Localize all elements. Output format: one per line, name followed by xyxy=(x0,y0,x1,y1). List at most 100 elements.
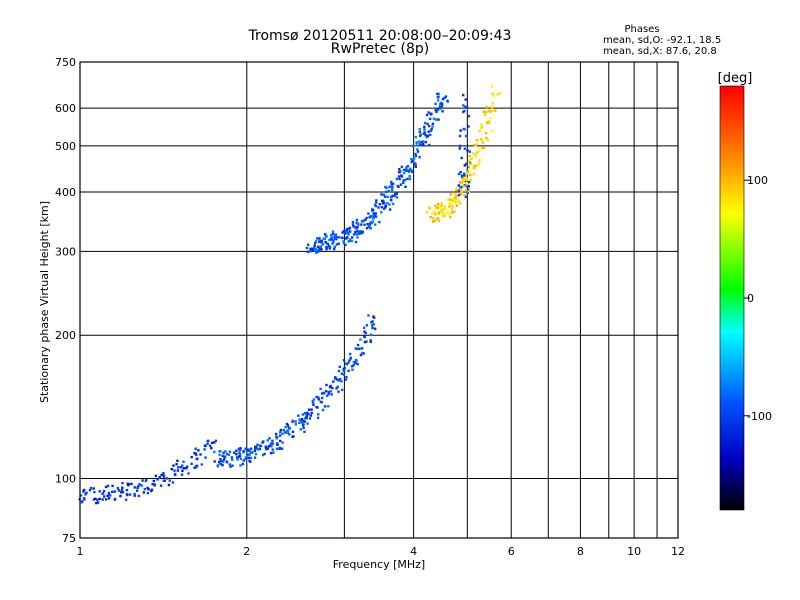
data-point xyxy=(360,223,363,226)
data-point xyxy=(150,488,154,491)
data-point xyxy=(373,203,377,206)
data-point xyxy=(402,181,405,184)
data-point xyxy=(369,227,372,230)
data-point xyxy=(286,424,290,427)
data-point xyxy=(465,177,468,180)
data-point xyxy=(82,490,85,493)
data-point xyxy=(316,416,320,419)
data-point xyxy=(470,157,474,160)
data-point xyxy=(208,444,212,447)
data-point xyxy=(402,171,406,175)
data-point xyxy=(281,441,284,444)
data-point xyxy=(483,146,486,150)
data-point xyxy=(312,403,315,407)
data-point xyxy=(104,498,108,501)
data-point xyxy=(136,486,139,490)
data-point xyxy=(127,483,130,487)
data-point xyxy=(434,207,437,210)
data-point xyxy=(370,215,374,218)
y-axis-label: Stationary phase Virtual Height [km] xyxy=(38,201,51,403)
data-point xyxy=(449,202,453,205)
data-point xyxy=(395,177,398,181)
data-point xyxy=(98,490,101,493)
data-point xyxy=(463,164,466,167)
data-point xyxy=(311,400,314,403)
data-point xyxy=(284,431,287,434)
data-point xyxy=(336,385,339,388)
data-point xyxy=(370,221,373,225)
data-point xyxy=(393,194,397,198)
data-point xyxy=(177,466,180,469)
data-point xyxy=(331,386,334,390)
data-point xyxy=(479,126,483,129)
data-point xyxy=(162,475,166,478)
data-point xyxy=(133,492,136,496)
data-point xyxy=(225,452,229,456)
data-point xyxy=(264,445,268,448)
data-point xyxy=(417,140,421,143)
data-point xyxy=(93,490,96,494)
data-point xyxy=(390,182,394,185)
data-point xyxy=(372,214,376,218)
data-point xyxy=(358,347,361,350)
data-point xyxy=(451,211,454,214)
data-point xyxy=(427,130,430,133)
data-point xyxy=(329,390,332,393)
data-point xyxy=(436,99,440,102)
data-point xyxy=(121,481,124,485)
data-point xyxy=(492,93,495,96)
data-point xyxy=(288,427,292,430)
data-point xyxy=(174,473,177,477)
data-point xyxy=(491,109,494,112)
data-point xyxy=(449,203,453,207)
data-point xyxy=(468,167,471,171)
data-point xyxy=(345,227,349,231)
data-point xyxy=(291,419,294,423)
data-point xyxy=(386,195,389,198)
stats-o-line: mean, sd,O: -92.1, 18.5 xyxy=(603,35,721,46)
data-point xyxy=(249,456,253,460)
data-point xyxy=(355,359,358,363)
data-point xyxy=(371,320,374,323)
data-point xyxy=(472,152,475,155)
data-point xyxy=(449,193,453,196)
data-point xyxy=(104,485,108,489)
data-point xyxy=(146,491,150,495)
data-point xyxy=(181,464,184,467)
data-point xyxy=(363,335,366,338)
data-point xyxy=(465,162,468,166)
data-point xyxy=(422,143,425,146)
data-point xyxy=(181,469,184,473)
data-point xyxy=(135,489,139,492)
data-point xyxy=(187,472,190,475)
data-point xyxy=(411,144,415,148)
data-point xyxy=(182,467,185,470)
data-point xyxy=(185,465,189,468)
data-point xyxy=(314,247,317,250)
data-point xyxy=(311,249,315,252)
data-point xyxy=(488,121,491,124)
data-point xyxy=(337,369,341,373)
data-point xyxy=(218,453,221,457)
data-point xyxy=(465,184,469,188)
data-point xyxy=(469,162,472,165)
y-tick-label: 600 xyxy=(55,102,76,115)
data-point xyxy=(363,330,366,333)
x-tick-label: 8 xyxy=(577,545,584,558)
data-point xyxy=(314,251,318,254)
data-point xyxy=(439,107,442,110)
data-point xyxy=(101,498,104,501)
data-point xyxy=(200,463,203,466)
data-point xyxy=(408,169,412,172)
data-point xyxy=(341,231,344,234)
data-point xyxy=(113,497,117,501)
data-point xyxy=(462,185,465,188)
data-point xyxy=(113,490,116,493)
data-point xyxy=(362,219,365,222)
data-point xyxy=(230,456,234,459)
data-point xyxy=(303,412,307,415)
data-point xyxy=(481,147,484,150)
data-point xyxy=(463,172,466,175)
data-point xyxy=(307,412,310,416)
